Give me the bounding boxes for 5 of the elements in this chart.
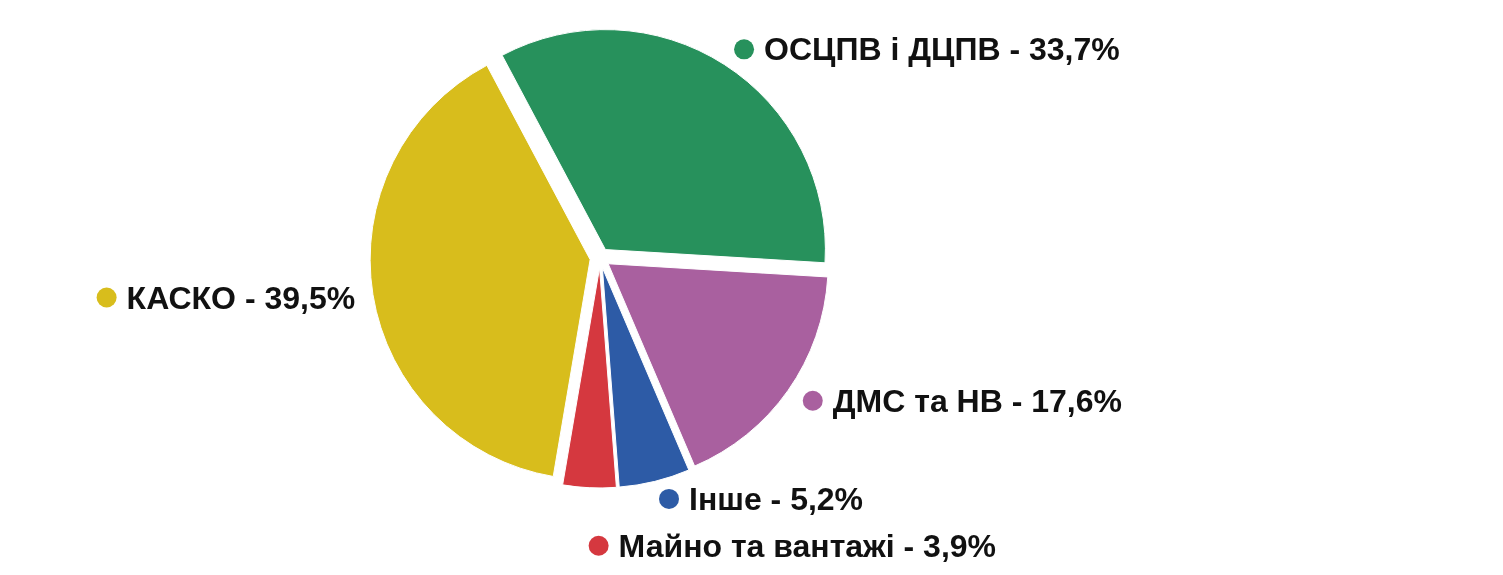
legend-label: ОСЦПВ і ДЦПВ - 33,7%	[764, 31, 1120, 68]
legend-label: Майно та вантажі - 3,9%	[618, 527, 997, 564]
legend-label: КАСКО - 39,5%	[126, 279, 356, 316]
legend-label: Інше - 5,2%	[689, 480, 864, 517]
legend-label: ДМС та НВ - 17,6%	[832, 382, 1122, 419]
